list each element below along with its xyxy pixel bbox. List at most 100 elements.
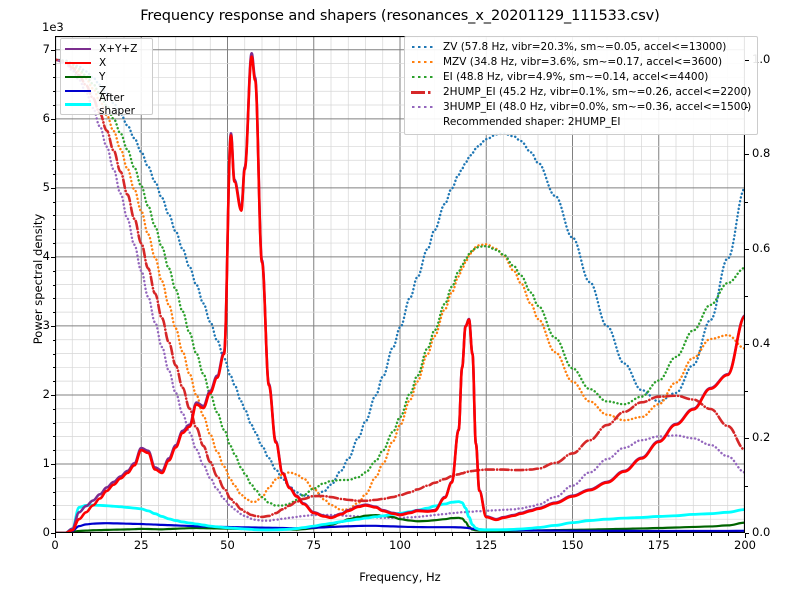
x-minor-tick bbox=[538, 533, 539, 536]
x-tick-mark bbox=[486, 533, 488, 538]
y-tick-mark-right bbox=[745, 533, 749, 534]
legend-label: X bbox=[99, 56, 107, 69]
x-minor-tick bbox=[624, 533, 626, 536]
legend-label: 2HUMP_EI (45.2 Hz, vibr=0.1%, sm~=0.26, … bbox=[443, 86, 752, 98]
x-tick: 75 bbox=[306, 538, 322, 552]
x-tick-mark bbox=[400, 533, 401, 538]
y-axis-exponent-label: 1e3 bbox=[42, 20, 64, 34]
y-minor-tick-left bbox=[52, 491, 55, 493]
x-minor-tick bbox=[124, 533, 125, 536]
x-minor-tick bbox=[193, 533, 194, 536]
x-minor-tick bbox=[710, 533, 712, 536]
x-tick: 200 bbox=[734, 538, 756, 552]
legend-item-z[interactable]: Z bbox=[65, 84, 147, 98]
recommended-shaper-note: Recommended shaper: 2HUMP_EI bbox=[411, 115, 751, 130]
legend-item-after-shaper[interactable]: After shaper bbox=[65, 92, 147, 117]
y-minor-tick-right bbox=[745, 107, 748, 108]
legend-key-dotted-icon bbox=[411, 72, 437, 83]
y-minor-tick-right bbox=[745, 343, 748, 345]
x-minor-tick bbox=[417, 533, 419, 536]
shaper-curves bbox=[53, 58, 747, 522]
y-minor-tick-left bbox=[52, 381, 55, 383]
x-minor-tick bbox=[451, 533, 453, 536]
y-minor-tick-left bbox=[52, 270, 55, 272]
y-minor-tick-left bbox=[52, 215, 55, 217]
legend-item-zv[interactable]: ZV (57.8 Hz, vibr=20.3%, sm~=0.05, accel… bbox=[411, 40, 751, 55]
y-tick-mark-left bbox=[51, 118, 55, 120]
legend-item-mzv[interactable]: MZV (34.8 Hz, vibr=3.6%, sm~=0.17, accel… bbox=[411, 55, 751, 70]
y-minor-tick-left bbox=[52, 284, 55, 286]
psd-line-after-shaper bbox=[53, 500, 747, 535]
legend-key-solid-icon bbox=[65, 99, 93, 110]
y-tick-mark-left bbox=[51, 49, 55, 51]
legend-key-dashdot-icon bbox=[411, 87, 437, 98]
x-tick-mark bbox=[141, 533, 143, 538]
y-tick-mark-left bbox=[51, 394, 55, 396]
psd-line-z bbox=[53, 522, 747, 535]
legend-item-x-y-z[interactable]: X+Y+Z bbox=[65, 42, 147, 56]
y-tick-right: 0.0 bbox=[752, 525, 771, 539]
y-minor-tick-left bbox=[52, 201, 55, 203]
x-minor-tick bbox=[331, 533, 332, 536]
legend-key-solid-icon bbox=[65, 86, 93, 97]
x-minor-tick bbox=[106, 533, 108, 536]
x-minor-tick bbox=[469, 533, 470, 536]
x-tick: 175 bbox=[647, 538, 670, 552]
y-tick-right: 0.2 bbox=[752, 430, 771, 445]
y-tick-mark-left bbox=[51, 256, 55, 258]
legend-item-x[interactable]: X bbox=[65, 56, 147, 70]
legend-key-spacer bbox=[411, 117, 437, 128]
y-minor-tick-left bbox=[52, 312, 55, 314]
x-minor-tick bbox=[607, 533, 608, 536]
y-minor-tick-left bbox=[52, 91, 55, 93]
x-minor-tick bbox=[589, 533, 591, 536]
y-tick-left: 7 bbox=[42, 41, 50, 56]
shaper-line-3hump_ei bbox=[53, 58, 747, 522]
y-minor-tick-left bbox=[52, 505, 55, 507]
y-tick-left: 2 bbox=[42, 386, 50, 401]
y-minor-tick-left bbox=[52, 519, 55, 521]
y-tick-mark-left bbox=[51, 533, 55, 534]
y-tick-right: 0.4 bbox=[752, 335, 771, 350]
shaper-line-ei bbox=[53, 58, 747, 507]
legend-item-2hump-ei[interactable]: 2HUMP_EI (45.2 Hz, vibr=0.1%, sm~=0.26, … bbox=[411, 85, 751, 100]
legend-item-y[interactable]: Y bbox=[65, 70, 147, 84]
y-minor-tick-left bbox=[52, 422, 55, 424]
y-minor-tick-left bbox=[52, 105, 55, 107]
x-tick: 150 bbox=[561, 538, 584, 552]
legend-item-3hump-ei[interactable]: 3HUMP_EI (48.0 Hz, vibr=0.0%, sm~=0.36, … bbox=[411, 100, 751, 115]
x-minor-tick bbox=[158, 533, 160, 536]
x-minor-tick bbox=[641, 533, 643, 536]
legend-key-solid-icon bbox=[65, 58, 93, 69]
y-minor-tick-right bbox=[745, 249, 748, 250]
psd-line-x bbox=[53, 55, 747, 535]
x-tick: 125 bbox=[475, 538, 498, 552]
y-minor-tick-right bbox=[745, 201, 748, 203]
y-tick-left: 6 bbox=[42, 110, 50, 125]
legend-label: After shaper bbox=[99, 91, 136, 117]
y-tick-right: 0.6 bbox=[752, 241, 771, 255]
x-tick-mark bbox=[55, 533, 56, 538]
x-minor-tick bbox=[348, 533, 350, 536]
y-tick-left: 0 bbox=[42, 525, 50, 539]
y-minor-tick-left bbox=[52, 477, 55, 479]
x-minor-tick bbox=[434, 533, 436, 536]
x-tick-mark bbox=[572, 533, 574, 538]
y-minor-tick-left bbox=[52, 243, 55, 245]
y-minor-tick-left bbox=[52, 146, 55, 148]
legend-label: EI (48.8 Hz, vibr=4.9%, sm~=0.14, accel<… bbox=[443, 71, 709, 83]
x-minor-tick bbox=[676, 533, 677, 536]
x-minor-tick bbox=[89, 533, 91, 536]
shaper-line-zv bbox=[53, 58, 747, 498]
legend-shapers: ZV (57.8 Hz, vibr=20.3%, sm~=0.05, accel… bbox=[404, 36, 759, 135]
x-minor-tick bbox=[72, 533, 74, 536]
y-minor-tick-left bbox=[52, 160, 55, 162]
legend-item-ei[interactable]: EI (48.8 Hz, vibr=4.9%, sm~=0.14, accel<… bbox=[411, 70, 751, 85]
shaper-line-2hump_ei bbox=[53, 58, 747, 519]
legend-key-solid-icon bbox=[65, 72, 93, 83]
x-minor-tick bbox=[175, 533, 177, 536]
y-minor-tick-right bbox=[745, 391, 748, 392]
legend-label: Y bbox=[99, 70, 106, 83]
x-minor-tick bbox=[520, 533, 522, 536]
